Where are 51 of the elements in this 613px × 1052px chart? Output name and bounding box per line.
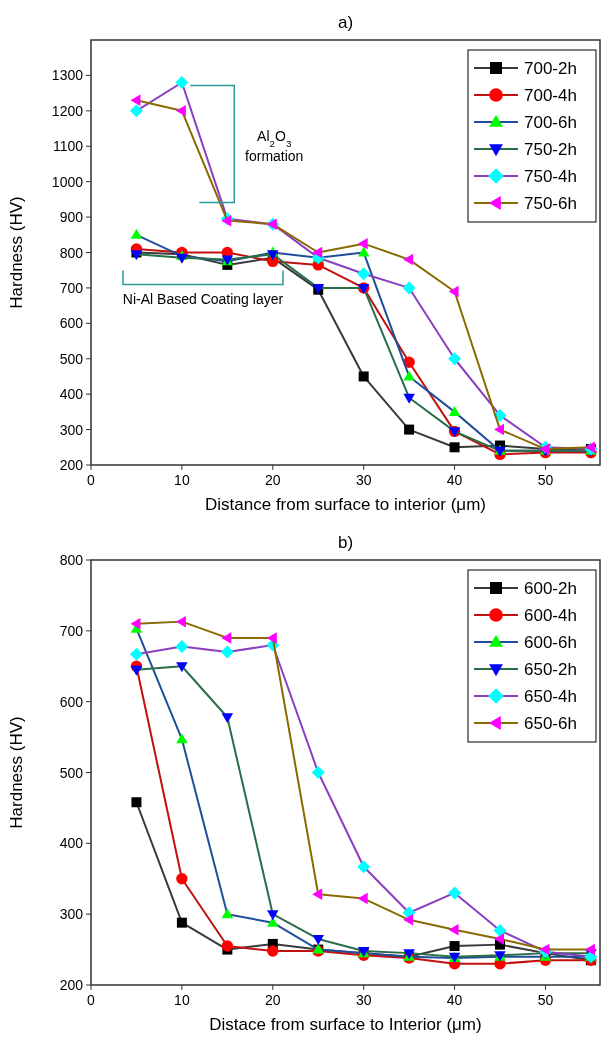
y-tick-label: 800 [59,244,84,261]
legend-label: 700-6h [524,113,577,132]
y-tick-label: 1100 [52,138,84,155]
y-tick-label: 600 [59,693,84,710]
chart-title: a) [337,13,354,32]
y-tick-label: 1000 [51,173,84,190]
x-tick-label: 50 [537,472,554,488]
x-axis-title: Distance from surface to interior (μm) [205,495,486,514]
x-tick-label: 40 [446,992,463,1008]
y-tick-label: 400 [59,386,84,403]
legend-label: 600-4h [524,606,577,625]
legend-label: 750-2h [524,140,577,159]
legend-label: 600-2h [524,579,577,598]
y-tick-label: 800 [59,552,84,568]
x-tick-label: 30 [355,472,372,488]
y-tick-label: 600 [59,315,84,332]
x-tick-label: 0 [87,472,96,488]
legend-label: 650-4h [524,687,577,706]
legend-label: 600-6h [524,633,577,652]
x-tick-label: 0 [87,992,96,1008]
y-axis-title: Hardness (HV) [7,196,26,309]
chart-title: b) [337,533,354,552]
annotation: Ni-Al Based Coating layer [122,290,284,307]
y-tick-label: 200 [59,977,84,993]
y-tick-label: 700 [59,279,84,296]
annotation: Al$_{2}$O$_{3}$ formation [245,127,304,164]
x-tick-label: 10 [174,472,190,488]
legend-label: 650-2h [524,660,577,679]
y-axis-title: Hardness (HV) [7,716,26,829]
x-tick-label: 20 [265,992,281,1008]
y-tick-label: 700 [59,622,84,639]
x-tick-label: 10 [174,992,190,1008]
y-tick-label: 300 [59,421,84,438]
y-tick-label: 500 [59,350,84,367]
y-tick-label: 1200 [51,102,84,119]
legend-label: 700-2h [524,59,577,78]
x-tick-label: 30 [355,992,372,1008]
legend-label: 700-4h [524,86,577,105]
legend-label: 750-4h [524,167,577,186]
y-tick-label: 200 [59,457,84,473]
legend-label: 750-6h [524,194,577,213]
y-tick-label: 900 [59,209,84,226]
y-tick-label: 500 [59,764,84,781]
y-tick-label: 300 [59,906,84,923]
x-tick-label: 20 [265,472,281,488]
y-tick-label: 1300 [51,67,84,84]
x-axis-title: Distace from surface to Interior (μm) [209,1015,482,1034]
legend-label: 650-6h [524,714,577,733]
x-tick-label: 50 [537,992,554,1008]
y-tick-label: 400 [59,835,84,852]
x-tick-label: 40 [446,472,463,488]
